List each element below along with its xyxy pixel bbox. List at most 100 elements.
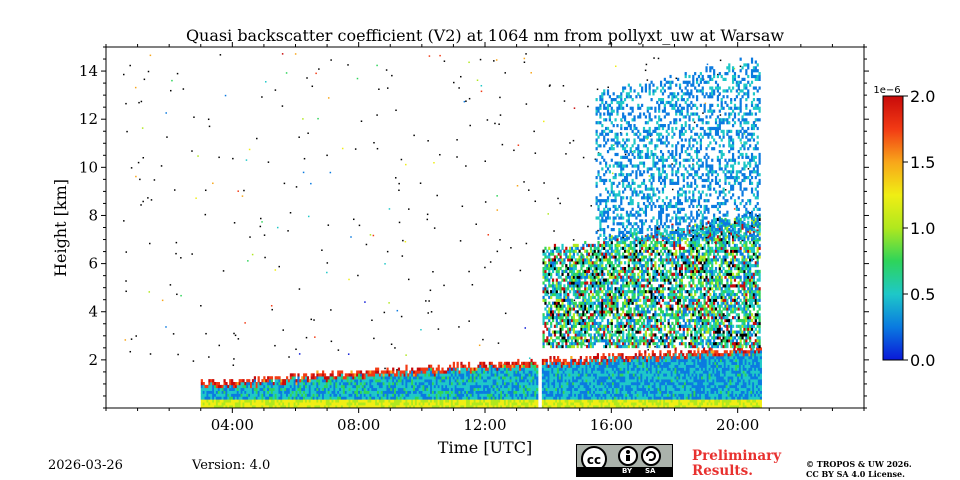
heatmap-cell bbox=[450, 393, 454, 397]
heatmap-cell bbox=[708, 347, 711, 351]
heatmap-cell bbox=[742, 390, 745, 394]
heatmap-cell bbox=[543, 402, 546, 406]
heatmap-cell bbox=[441, 370, 444, 374]
heatmap-cell bbox=[718, 382, 721, 386]
heatmap-cell bbox=[710, 396, 713, 400]
heatmap-cell bbox=[710, 364, 713, 368]
heatmap-cell bbox=[303, 376, 306, 380]
heatmap-cell bbox=[373, 399, 376, 403]
noise-pixel bbox=[405, 354, 407, 356]
heatmap-cell bbox=[439, 387, 442, 391]
heatmap-cell bbox=[704, 384, 708, 389]
heatmap-cell bbox=[737, 405, 740, 408]
heatmap-cell bbox=[606, 358, 609, 363]
heatmap-cell bbox=[255, 405, 258, 408]
heatmap-cell bbox=[651, 396, 654, 400]
heatmap-cell bbox=[496, 405, 499, 408]
heatmap-cell bbox=[712, 384, 715, 389]
heatmap-cell bbox=[670, 379, 673, 383]
heatmap-cell bbox=[295, 384, 298, 389]
heatmap-cell bbox=[647, 384, 651, 389]
heatmap-cell bbox=[333, 402, 336, 406]
heatmap-cell bbox=[236, 393, 239, 397]
heatmap-cell bbox=[746, 356, 749, 360]
heatmap-cell bbox=[646, 382, 649, 386]
heatmap-cell bbox=[242, 382, 245, 386]
noise-pixel bbox=[150, 199, 153, 201]
heatmap-cell bbox=[653, 361, 656, 365]
heatmap-cell bbox=[443, 405, 446, 408]
heatmap-cell bbox=[316, 370, 319, 374]
heatmap-cell bbox=[653, 402, 656, 406]
heatmap-cell bbox=[236, 405, 239, 408]
heatmap-cell bbox=[570, 382, 573, 386]
heatmap-cell bbox=[289, 399, 293, 403]
heatmap-cell bbox=[369, 382, 372, 386]
heatmap-cell bbox=[678, 379, 681, 383]
heatmap-cell bbox=[454, 384, 457, 389]
noise-pixel bbox=[234, 334, 237, 337]
heatmap-cell bbox=[649, 402, 653, 406]
heatmap-cell bbox=[344, 387, 347, 391]
heatmap-cell bbox=[738, 384, 742, 389]
heatmap-cell bbox=[610, 376, 613, 380]
heatmap-cell bbox=[320, 393, 323, 397]
heatmap-cell bbox=[542, 344, 545, 349]
heatmap-cell bbox=[551, 402, 554, 406]
noise-pixel bbox=[484, 201, 487, 203]
heatmap-cell bbox=[344, 390, 347, 394]
heatmap-cell bbox=[418, 382, 421, 386]
noise-pixel bbox=[233, 332, 235, 335]
heatmap-cell bbox=[386, 387, 389, 391]
heatmap-cell bbox=[640, 387, 643, 391]
heatmap-cell bbox=[594, 396, 598, 400]
heatmap-cell bbox=[261, 405, 264, 408]
heatmap-cell bbox=[685, 373, 689, 377]
heatmap-cell bbox=[755, 396, 759, 400]
heatmap-cell bbox=[723, 384, 726, 389]
heatmap-cell bbox=[674, 402, 677, 406]
heatmap-cell bbox=[591, 370, 594, 374]
heatmap-cell bbox=[617, 373, 620, 377]
heatmap-cell bbox=[593, 384, 596, 389]
heatmap-cell bbox=[619, 373, 622, 377]
heatmap-cell bbox=[528, 405, 531, 408]
heatmap-cell bbox=[613, 393, 617, 397]
heatmap-cell bbox=[676, 402, 679, 406]
heatmap-cell bbox=[500, 390, 503, 394]
heatmap-cell bbox=[613, 390, 617, 394]
heatmap-cell bbox=[549, 387, 552, 391]
heatmap-cell bbox=[547, 373, 550, 377]
heatmap-cell bbox=[229, 387, 232, 391]
heatmap-cell bbox=[299, 390, 302, 394]
heatmap-cell bbox=[395, 399, 399, 403]
heatmap-cell bbox=[215, 396, 219, 400]
heatmap-cell bbox=[274, 402, 277, 406]
heatmap-cell bbox=[613, 361, 617, 365]
heatmap-cell bbox=[331, 399, 334, 403]
heatmap-cell bbox=[394, 405, 397, 408]
heatmap-cell bbox=[268, 382, 272, 386]
heatmap-cell bbox=[742, 402, 745, 406]
heatmap-cell bbox=[674, 387, 677, 391]
noise-pixel bbox=[533, 130, 535, 133]
heatmap-cell bbox=[282, 390, 285, 394]
heatmap-cell bbox=[551, 342, 555, 346]
heatmap-cell bbox=[716, 373, 719, 377]
heatmap-cell bbox=[542, 321, 545, 326]
heatmap-cell bbox=[401, 379, 404, 383]
heatmap-cell bbox=[706, 358, 709, 363]
heatmap-cell bbox=[634, 358, 637, 363]
heatmap-cell bbox=[352, 405, 355, 408]
heatmap-cell bbox=[458, 393, 461, 397]
heatmap-cell bbox=[617, 399, 620, 403]
heatmap-cell bbox=[496, 402, 499, 406]
heatmap-cell bbox=[718, 376, 721, 380]
heatmap-cell bbox=[443, 376, 446, 380]
heatmap-cell bbox=[475, 387, 478, 391]
noise-pixel bbox=[278, 265, 280, 268]
heatmap-cell bbox=[553, 384, 556, 389]
heatmap-cell bbox=[420, 373, 423, 377]
heatmap-cell bbox=[547, 399, 550, 403]
heatmap-cell bbox=[551, 405, 554, 408]
